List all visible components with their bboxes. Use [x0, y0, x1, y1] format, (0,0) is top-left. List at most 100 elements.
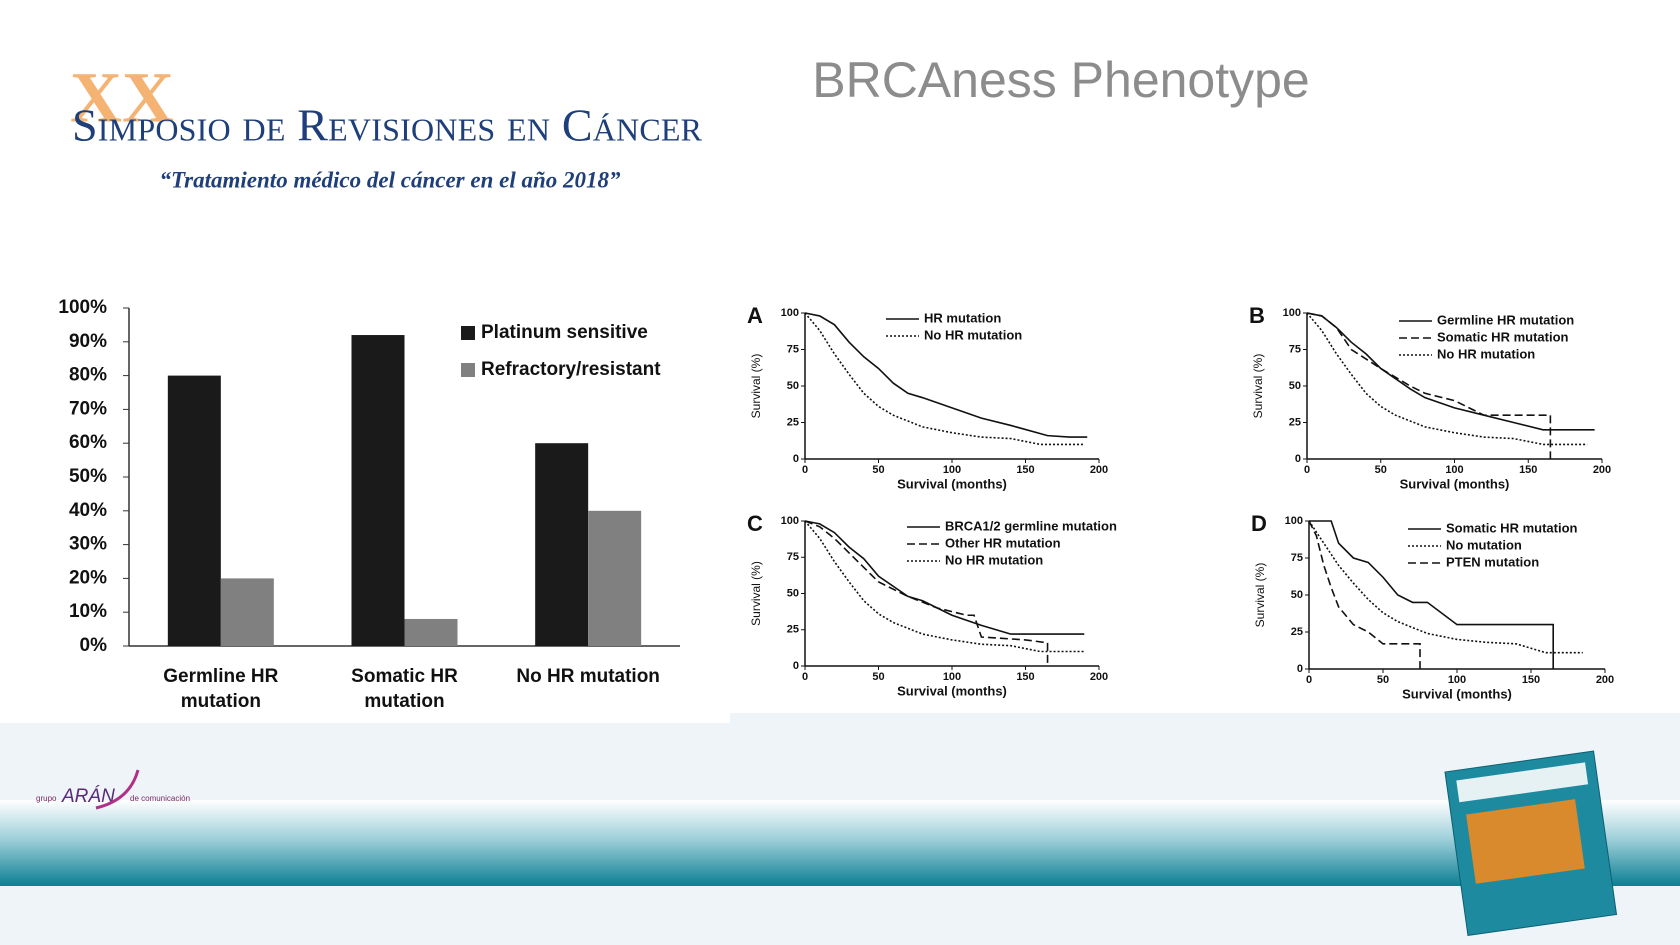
x-tick-label: 100: [943, 464, 961, 476]
legend-swatch: [461, 363, 475, 377]
y-tick-label: 100: [781, 307, 799, 319]
bar: [404, 618, 458, 646]
legend-label: No HR mutation: [1437, 346, 1535, 361]
x-tick-label: 0: [1304, 464, 1310, 476]
y-tick-label: 25: [1291, 626, 1303, 638]
y-tick-label: 75: [1289, 343, 1301, 355]
x-tick-label: 0: [1306, 674, 1312, 686]
survival-curve: [804, 520, 1085, 653]
x-tick-label: Somatic HR mutation: [351, 666, 458, 712]
legend-label: PTEN mutation: [1446, 554, 1539, 569]
y-tick-label: 0: [793, 453, 799, 465]
survival-curve: [1308, 520, 1583, 654]
y-tick-label: 75: [787, 551, 799, 563]
x-axis-label: Survival (months): [1400, 476, 1510, 491]
x-tick-label: 200: [1593, 464, 1611, 476]
bar: [351, 335, 405, 646]
survival-curve: [804, 312, 1085, 446]
y-tick-label: 0: [793, 660, 799, 672]
bar: [535, 443, 589, 646]
legend-label: No HR mutation: [945, 552, 1043, 567]
slide-title: BRCAness Phenotype: [812, 52, 1310, 108]
x-tick-label: 150: [1016, 464, 1034, 476]
bar: [220, 578, 274, 646]
y-tick-label: 100: [1283, 307, 1301, 319]
x-tick-label: 0: [802, 464, 808, 476]
survival-curve: [1306, 312, 1552, 459]
y-tick-label: 25: [787, 624, 799, 636]
y-axis-label: Survival (%): [1251, 354, 1265, 419]
x-tick-label: 100: [1448, 674, 1466, 686]
y-tick-label: 75: [1291, 552, 1303, 564]
footer-band: [0, 800, 1680, 886]
x-tick-label: 50: [872, 671, 884, 683]
x-tick-label: 200: [1090, 671, 1108, 683]
legend-label: HR mutation: [924, 310, 1001, 325]
y-tick-label: 0: [1295, 453, 1301, 465]
event-subtitle: “Tratamiento médico del cáncer en el año…: [159, 167, 621, 192]
y-tick-label: 50%: [69, 466, 107, 487]
panel-label: D: [1251, 511, 1267, 536]
book-cover: [1444, 750, 1618, 936]
x-tick-label: 50: [1377, 674, 1389, 686]
legend-label: No HR mutation: [924, 327, 1022, 342]
x-tick-label: Germline HR mutation: [163, 666, 279, 712]
logo-suffix: de comunicación: [130, 794, 190, 803]
legend-label: BRCA1/2 germline mutation: [945, 518, 1117, 533]
y-tick-label: 0%: [80, 635, 108, 656]
panel-label: C: [747, 511, 763, 536]
book-header: [1456, 762, 1589, 803]
y-tick-label: 20%: [69, 567, 107, 588]
x-axis-label: Survival (months): [897, 476, 1007, 491]
x-tick-label: 150: [1016, 671, 1034, 683]
y-axis-label: Survival (%): [749, 354, 763, 419]
event-number: XX: [70, 58, 174, 138]
panel-label: B: [1249, 303, 1265, 328]
logo-name: ARÁN: [61, 786, 115, 807]
y-tick-label: 25: [787, 416, 799, 428]
x-tick-label: 50: [1375, 464, 1387, 476]
y-axis-label: Survival (%): [749, 561, 763, 626]
legend-label: Other HR mutation: [945, 535, 1061, 550]
survival-curve: [804, 520, 1049, 666]
x-tick-label: 50: [872, 464, 884, 476]
survival-curve: [1306, 312, 1588, 446]
logo-prefix: grupo: [36, 794, 57, 803]
logo-swoosh: [95, 769, 140, 810]
x-tick-label: 0: [802, 671, 808, 683]
y-tick-label: 0: [1297, 663, 1303, 675]
legend-swatch: [461, 326, 475, 340]
y-tick-label: 30%: [69, 534, 107, 555]
legend-label: No mutation: [1446, 537, 1522, 552]
y-tick-label: 80%: [69, 365, 107, 386]
y-tick-label: 100%: [58, 297, 107, 318]
y-tick-label: 50: [1291, 589, 1303, 601]
x-tick-label: 200: [1090, 464, 1108, 476]
y-tick-label: 60%: [69, 432, 107, 453]
bar: [588, 510, 642, 646]
y-tick-label: 50: [1289, 380, 1301, 392]
y-tick-label: 100: [1285, 515, 1303, 527]
chart-background: [730, 293, 1680, 713]
legend-label: Germline HR mutation: [1437, 312, 1574, 327]
x-axis-label: Survival (months): [1402, 686, 1512, 701]
legend-label: Platinum sensitive: [481, 322, 648, 343]
y-tick-label: 10%: [69, 601, 107, 622]
y-tick-label: 70%: [69, 398, 107, 419]
y-tick-label: 100: [781, 515, 799, 527]
panel-label: A: [747, 303, 763, 328]
survival-curve: [1306, 312, 1595, 431]
y-tick-label: 50: [787, 380, 799, 392]
survival-curve: [804, 520, 1085, 635]
legend-label: Somatic HR mutation: [1437, 329, 1569, 344]
y-axis-label: Survival (%): [1253, 563, 1267, 628]
x-tick-label: 150: [1522, 674, 1540, 686]
legend-label: Refractory/resistant: [481, 359, 661, 380]
y-tick-label: 25: [1289, 416, 1301, 428]
book-image: [1466, 799, 1585, 884]
bar: [167, 375, 221, 646]
footer-bottom: [0, 886, 1680, 945]
survival-curve: [804, 312, 1088, 438]
